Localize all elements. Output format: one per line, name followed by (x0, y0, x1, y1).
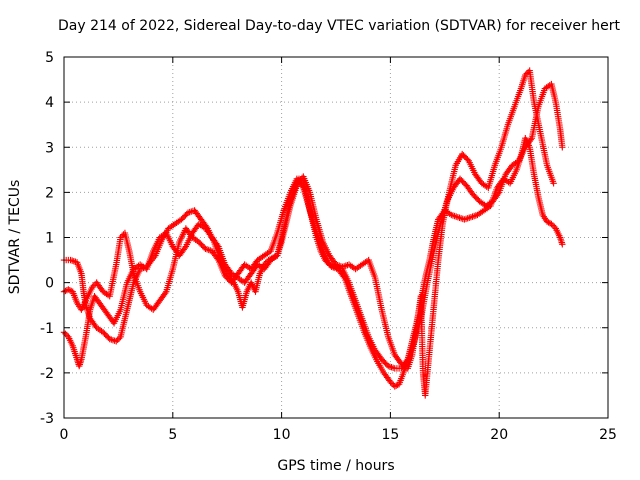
x-tick-label: 0 (60, 427, 69, 443)
data-point (66, 286, 74, 294)
data-point (545, 219, 552, 226)
x-axis-label: GPS time / hours (277, 458, 394, 474)
data-point (387, 378, 394, 386)
data-point (559, 144, 566, 151)
data-point (65, 286, 72, 293)
data-point (118, 232, 126, 240)
y-tick-label: 5 (45, 50, 54, 66)
y-tick-label: 3 (45, 140, 54, 156)
x-tick-label: 15 (381, 427, 399, 443)
y-tick-label: -1 (40, 321, 54, 337)
data-point (464, 156, 471, 163)
data-point (391, 383, 398, 390)
data-points (60, 67, 566, 399)
data-point (527, 136, 534, 143)
y-tick-label: -3 (40, 411, 54, 427)
data-point (494, 190, 502, 198)
data-point (550, 180, 557, 187)
x-tick-label: 25 (599, 427, 617, 443)
y-tick-label: 4 (45, 95, 54, 111)
chart-title: Day 214 of 2022, Sidereal Day-to-day VTE… (58, 18, 620, 34)
plot-frame (63, 56, 609, 419)
y-tick-label: 2 (45, 185, 54, 201)
y-tick-label: -2 (40, 366, 54, 382)
data-point (161, 289, 169, 297)
data-point (115, 335, 123, 342)
data-point (62, 330, 69, 337)
data-point (89, 283, 96, 291)
data-point (543, 218, 551, 225)
data-point (388, 380, 396, 387)
data-point (62, 287, 69, 295)
data-point (63, 332, 71, 339)
data-point (113, 338, 120, 345)
data-point (181, 244, 188, 252)
data-point (548, 220, 555, 228)
y-axis-label: SDTVAR / TECUs (7, 180, 23, 295)
data-point (114, 336, 121, 343)
data-point (549, 222, 557, 229)
axes: 0 5 10 15 20 25 -3 -2 -1 0 1 2 3 4 5 (40, 50, 617, 443)
data-point (393, 382, 400, 389)
data-point (523, 70, 530, 77)
data-point (551, 223, 558, 231)
data-point (559, 241, 566, 248)
x-tick-label: 5 (168, 427, 177, 443)
y-tick-label: 0 (45, 276, 54, 292)
data-point (214, 241, 221, 249)
data-point (214, 255, 221, 262)
x-tick-label: 10 (273, 427, 291, 443)
y-tick-label: 1 (45, 231, 54, 247)
series-3 (60, 67, 557, 399)
x-tick-label: 20 (490, 427, 508, 443)
